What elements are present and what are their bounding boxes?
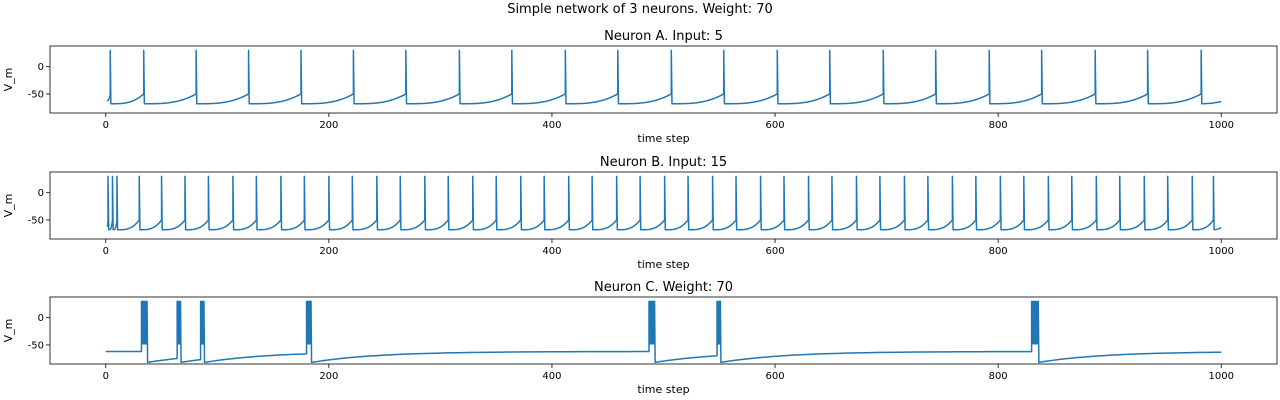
x-tick-label: 0 (103, 120, 109, 131)
x-tick-label: 200 (319, 120, 338, 131)
y-axis-label: V_m (2, 68, 15, 92)
series-line (106, 49, 1222, 105)
panels: Neuron A. Input: 5 0 200 400 600 800 1000 0 -50 t… (2, 29, 1278, 396)
panel-title: Neuron A. Input: 5 (604, 29, 723, 44)
x-tick-label: 400 (542, 371, 561, 382)
x-tick-label: 600 (765, 246, 784, 257)
x-tick-label: 400 (542, 120, 561, 131)
y-tick-label: 0 (38, 62, 44, 73)
x-tick-label: 1000 (1209, 246, 1234, 257)
plot-frame (49, 296, 1278, 365)
y-tick-label: -50 (28, 340, 44, 351)
y-tick-label: 0 (38, 188, 44, 199)
x-tick-label: 800 (989, 246, 1008, 257)
x-tick-label: 1000 (1209, 120, 1234, 131)
x-tick-label: 0 (103, 246, 109, 257)
y-tick-label: 0 (38, 313, 44, 324)
y-axis-label: V_m (2, 319, 15, 343)
y-tick-label: -50 (28, 89, 44, 100)
x-tick-label: 800 (989, 371, 1008, 382)
series-line (106, 175, 1222, 231)
x-axis-label: time step (637, 258, 689, 271)
x-axis-label: time step (637, 132, 689, 145)
y-tick-label: -50 (28, 215, 44, 226)
x-axis-label: time step (637, 383, 689, 396)
panel-1: Neuron A. Input: 5 0 200 400 600 800 1000 0 -50 t… (2, 29, 1278, 145)
figure-title: Simple network of 3 neurons. Weight: 70 (507, 2, 773, 17)
x-tick-label: 600 (765, 371, 784, 382)
plot-frame (49, 45, 1278, 114)
plot-frame (49, 171, 1278, 240)
series-line (105, 300, 1222, 364)
x-tick-label: 400 (542, 246, 561, 257)
panel-2: Neuron B. Input: 15 0 200 400 600 800 1000 0 -50… (2, 155, 1278, 271)
x-tick-label: 1000 (1209, 371, 1234, 382)
panel-title: Neuron B. Input: 15 (600, 155, 727, 170)
y-axis-label: V_m (2, 194, 15, 218)
panel-title: Neuron C. Weight: 70 (594, 280, 733, 295)
x-tick-label: 0 (103, 371, 109, 382)
x-tick-label: 600 (765, 120, 784, 131)
panel-3: Neuron C. Weight: 70 0 200 400 600 800 1000 0 -5… (2, 280, 1278, 396)
x-tick-label: 200 (319, 246, 338, 257)
x-tick-label: 200 (319, 371, 338, 382)
x-tick-label: 800 (989, 120, 1008, 131)
